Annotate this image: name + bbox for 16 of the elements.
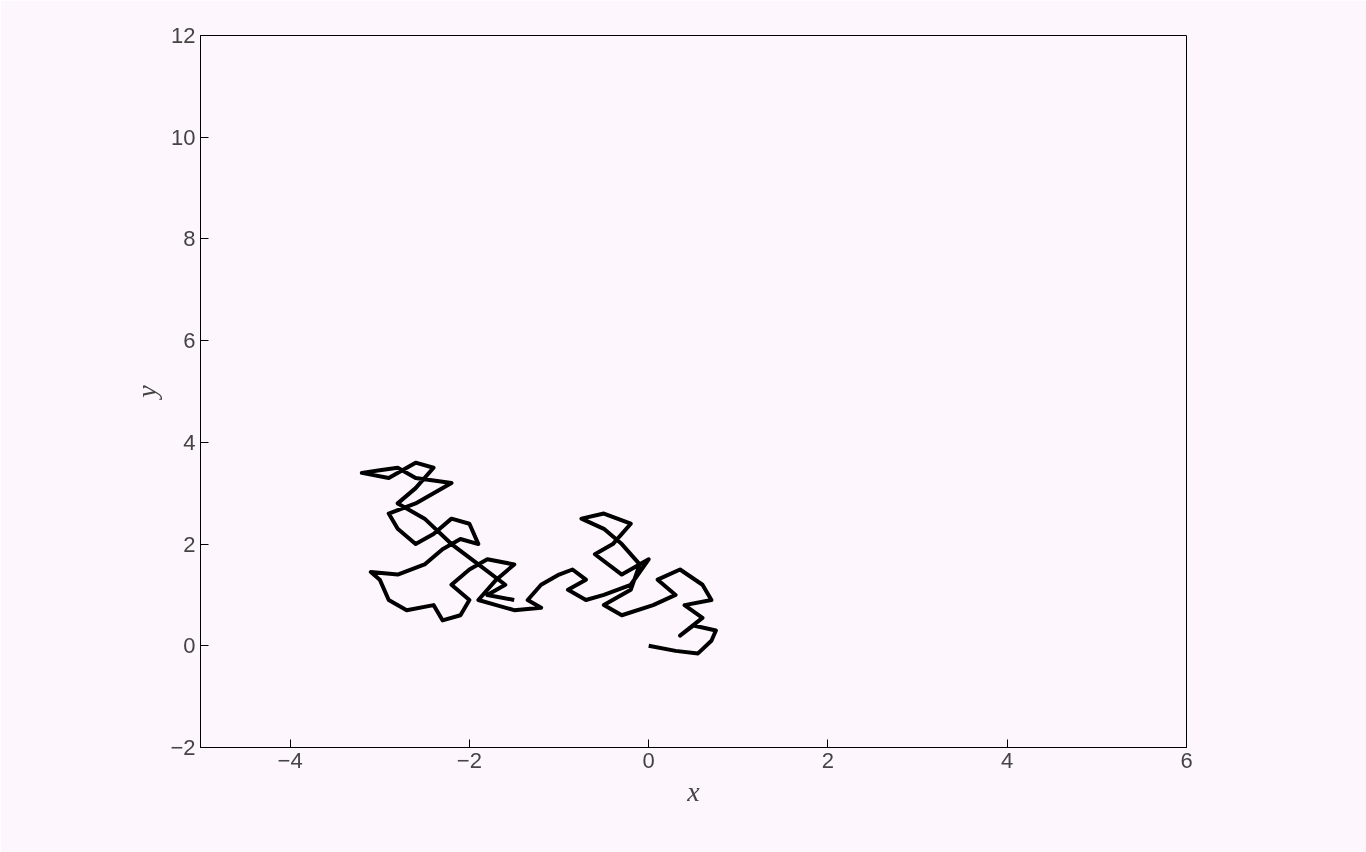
y-tick-label: 0 bbox=[183, 633, 196, 659]
y-tick-label: 4 bbox=[183, 429, 196, 455]
y-tick-label: 6 bbox=[183, 328, 196, 354]
y-tick-label: 10 bbox=[171, 124, 196, 150]
x-tick-label: −2 bbox=[456, 747, 482, 773]
x-axis-title: x bbox=[686, 775, 701, 807]
x-tick-label: 2 bbox=[821, 747, 835, 773]
y-tick-label: 2 bbox=[183, 531, 196, 557]
x-tick-label: 0 bbox=[642, 747, 655, 773]
y-axis-title: y bbox=[131, 384, 163, 401]
y-tick-label: 8 bbox=[183, 226, 196, 252]
x-tick-label: 4 bbox=[1001, 747, 1014, 773]
y-tick-label: 12 bbox=[171, 23, 196, 48]
x-tick-label: −4 bbox=[277, 747, 303, 773]
x-tick-label: 6 bbox=[1180, 747, 1193, 773]
line-series bbox=[359, 460, 718, 656]
